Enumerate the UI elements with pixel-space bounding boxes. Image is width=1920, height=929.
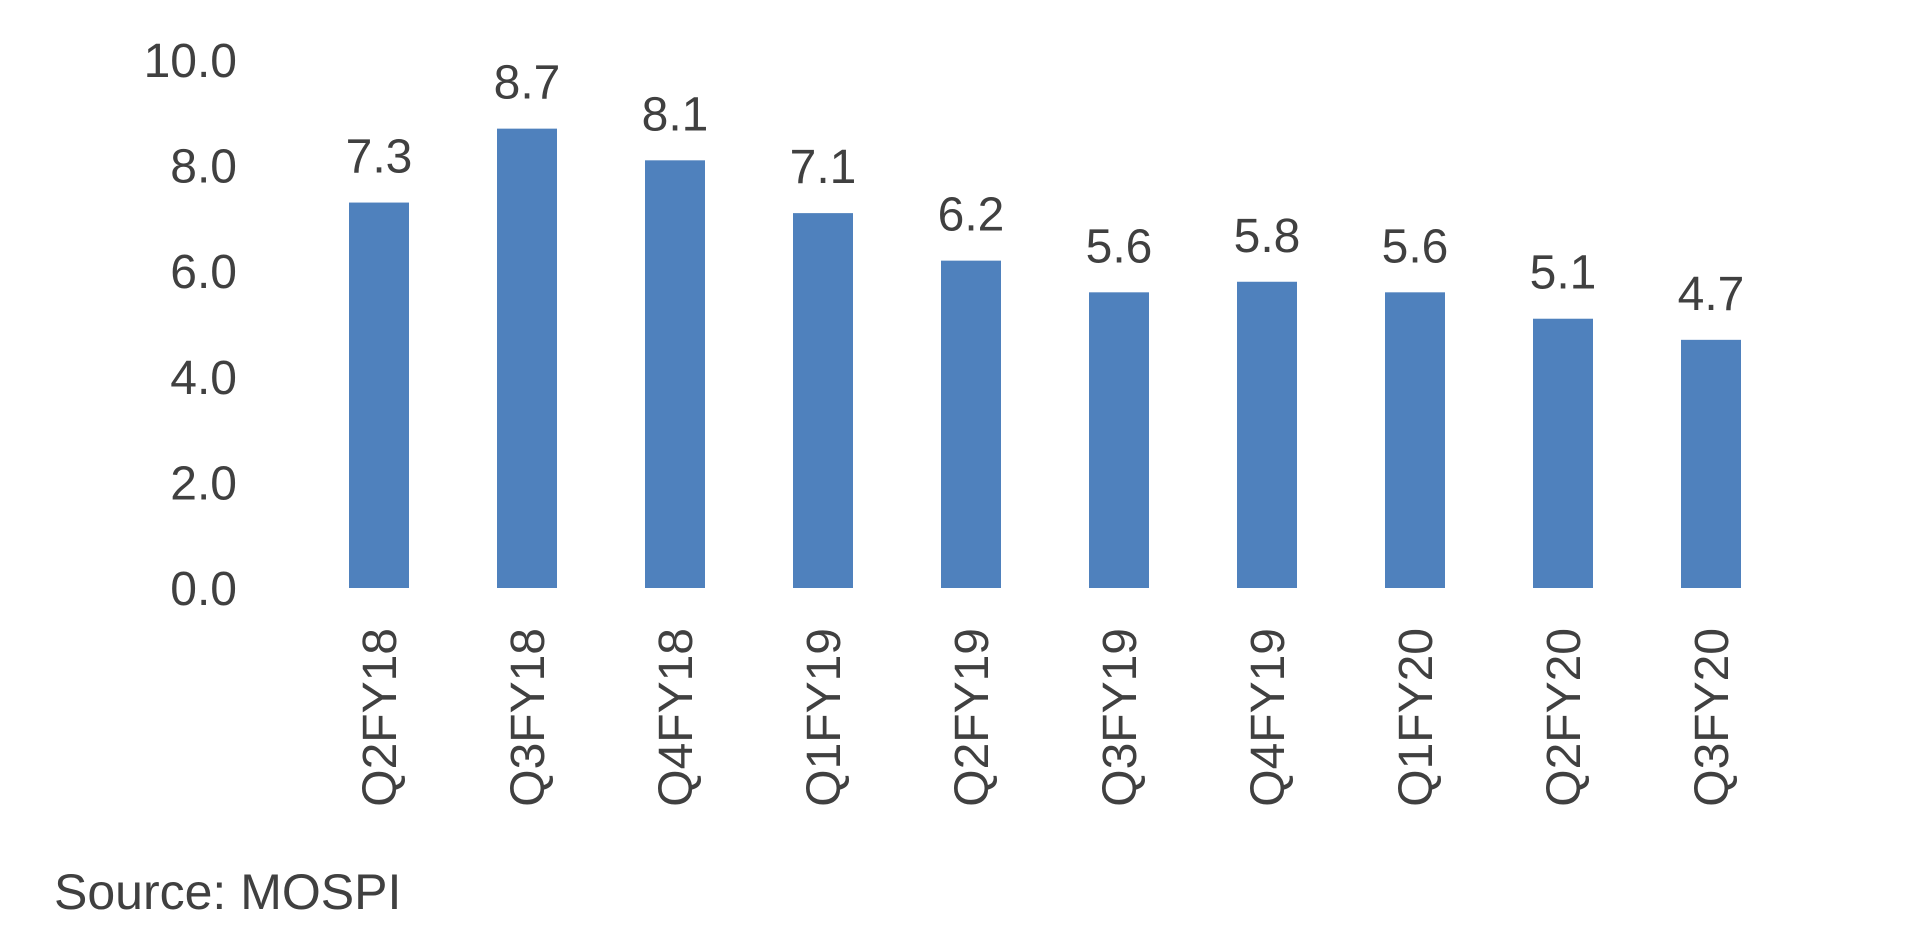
y-tick-label: 6.0 bbox=[170, 246, 237, 299]
bar bbox=[1681, 339, 1741, 588]
data-label: 5.6 bbox=[1086, 220, 1153, 273]
y-tick-label: 0.0 bbox=[170, 563, 237, 616]
data-label: 5.8 bbox=[1234, 210, 1301, 263]
data-label: 8.7 bbox=[494, 57, 561, 110]
y-tick-label: 10.0 bbox=[144, 35, 237, 88]
y-tick-label: 2.0 bbox=[170, 457, 237, 510]
y-tick-label: 8.0 bbox=[170, 141, 237, 194]
source-note: Source: MOSPI bbox=[54, 864, 402, 920]
bar bbox=[1089, 292, 1149, 588]
x-tick-label: Q1FY20 bbox=[1390, 628, 1443, 807]
data-label: 8.1 bbox=[642, 88, 709, 141]
bar bbox=[349, 202, 409, 588]
x-tick-label: Q3FY19 bbox=[1094, 628, 1147, 807]
x-tick-label: Q2FY20 bbox=[1538, 628, 1591, 807]
bar bbox=[1533, 318, 1593, 588]
data-label: 5.1 bbox=[1530, 247, 1597, 300]
x-tick-label: Q3FY18 bbox=[502, 628, 555, 807]
x-tick-label: Q3FY20 bbox=[1686, 628, 1739, 807]
bar-series bbox=[349, 128, 1741, 588]
bar bbox=[1237, 281, 1297, 588]
x-tick-label: Q2FY18 bbox=[354, 628, 407, 807]
bar bbox=[793, 213, 853, 588]
data-label: 5.6 bbox=[1382, 220, 1449, 273]
bar bbox=[1385, 292, 1445, 588]
data-label: 7.3 bbox=[346, 131, 413, 184]
y-axis: 0.0 2.0 4.0 6.0 8.0 10.0 bbox=[144, 35, 237, 616]
bar bbox=[645, 160, 705, 588]
x-tick-label: Q1FY19 bbox=[798, 628, 851, 807]
y-tick-label: 4.0 bbox=[170, 352, 237, 405]
x-axis: Q2FY18 Q3FY18 Q4FY18 Q1FY19 Q2FY19 Q3FY19 Q4FY… bbox=[354, 628, 1739, 807]
data-label: 6.2 bbox=[938, 189, 1005, 242]
bar bbox=[941, 260, 1001, 588]
data-label: 7.1 bbox=[790, 141, 857, 194]
data-label: 4.7 bbox=[1678, 268, 1745, 321]
x-tick-label: Q4FY18 bbox=[650, 628, 703, 807]
x-tick-label: Q2FY19 bbox=[946, 628, 999, 807]
data-labels: 7.3 8.7 8.1 7.1 6.2 5.6 5.8 5.6 5.1 4.7 bbox=[346, 57, 1745, 321]
x-tick-label: Q4FY19 bbox=[1242, 628, 1295, 807]
bar bbox=[497, 128, 557, 588]
